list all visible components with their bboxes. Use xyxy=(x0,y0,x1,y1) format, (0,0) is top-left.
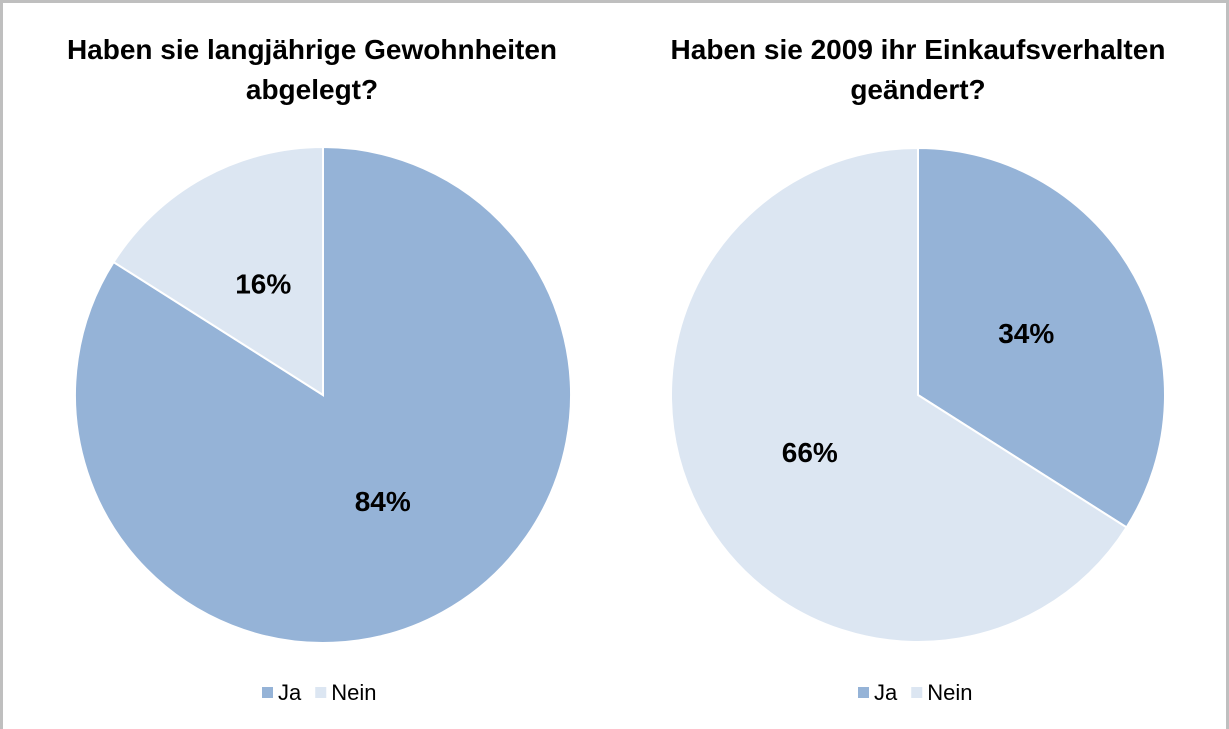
chart-title: Haben sie 2009 ihr Einkaufsverhalten geä… xyxy=(670,34,1166,105)
legend-label: Ja xyxy=(278,680,302,705)
legend-swatch xyxy=(262,687,273,698)
data-label: 34% xyxy=(998,318,1054,349)
legend-swatch xyxy=(858,687,869,698)
pie-slice xyxy=(112,145,324,397)
data-label: 16% xyxy=(235,269,291,300)
legend-swatch xyxy=(315,687,327,698)
pie-slice xyxy=(917,146,1166,529)
chart-title: Haben sie langjährige Gewohnheiten abgel… xyxy=(66,34,558,105)
legend-swatch xyxy=(911,687,923,698)
legend-label: Nein xyxy=(927,680,972,705)
data-label: 66% xyxy=(782,437,838,468)
pie-slice xyxy=(670,146,1128,643)
legend-label: Ja xyxy=(874,680,898,705)
legend-label: Nein xyxy=(331,680,376,705)
data-label: 84% xyxy=(355,486,411,517)
